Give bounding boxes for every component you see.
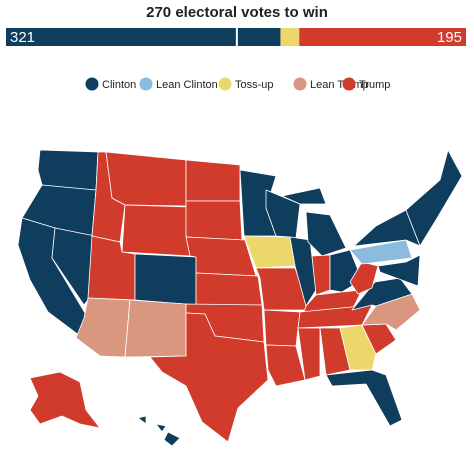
- bar-label: 321: [10, 29, 35, 46]
- state: [349, 239, 413, 265]
- legend-swatch: [293, 77, 307, 91]
- state: [163, 431, 181, 447]
- legend-label: Trump: [359, 79, 390, 91]
- legend-label: Toss-up: [235, 79, 274, 91]
- state: [185, 200, 243, 241]
- legend: Clinton Lean Clinton Toss-up Lean TrumpTrum…: [85, 77, 390, 91]
- bar-segment: [280, 28, 300, 46]
- state: [351, 277, 413, 311]
- legend-label: Lean Clinton: [156, 79, 218, 91]
- state: [137, 415, 147, 425]
- map: [17, 149, 463, 447]
- bar-segment: [299, 28, 466, 46]
- state: [105, 151, 187, 207]
- state: [124, 299, 187, 358]
- state: [255, 267, 311, 311]
- state: [289, 236, 317, 307]
- state: [377, 254, 421, 287]
- vote-bar: 321 195: [6, 28, 466, 46]
- state: [37, 149, 99, 191]
- legend-label: Clinton: [102, 79, 136, 91]
- state: [281, 187, 327, 205]
- state: [155, 423, 167, 433]
- state: [305, 211, 347, 257]
- state: [265, 344, 306, 387]
- bar-label: 195: [437, 29, 462, 46]
- legend-swatch: [139, 77, 153, 91]
- legend-swatch: [342, 77, 356, 91]
- legend-swatch: [218, 77, 232, 91]
- state: [185, 159, 241, 202]
- title: 270 electoral votes to win: [146, 4, 328, 21]
- state: [195, 272, 263, 306]
- state: [263, 309, 301, 347]
- bar-segment: [6, 28, 281, 46]
- state: [75, 297, 131, 358]
- legend-swatch: [85, 77, 99, 91]
- state: [134, 253, 197, 306]
- state: [185, 236, 257, 277]
- state: [51, 227, 96, 306]
- state: [121, 204, 191, 257]
- state: [297, 327, 321, 381]
- state: [29, 371, 101, 429]
- state: [349, 261, 379, 295]
- state: [325, 369, 403, 427]
- state: [149, 312, 269, 443]
- state: [405, 149, 463, 247]
